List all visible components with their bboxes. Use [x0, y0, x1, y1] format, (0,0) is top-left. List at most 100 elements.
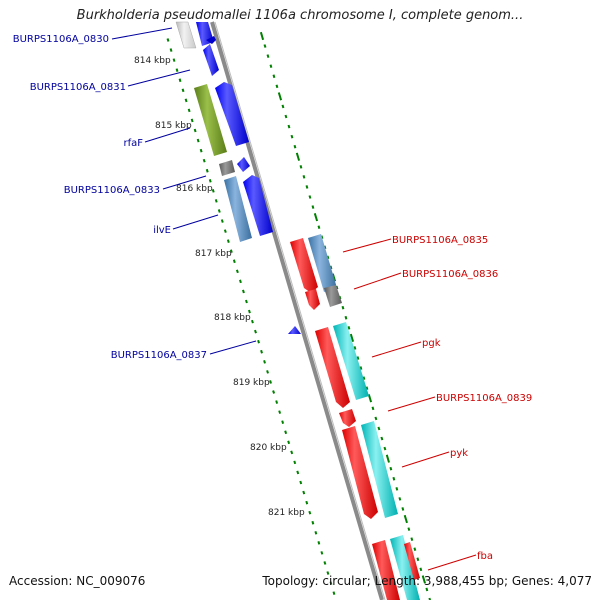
outer-dot: [407, 527, 411, 531]
leader-0837: [209, 340, 257, 355]
scale-dot: [287, 440, 291, 445]
label-0831[interactable]: BURPS1106A_0831: [30, 82, 126, 93]
label-0839[interactable]: BURPS1106A_0839: [436, 393, 532, 404]
scale-dot: [223, 229, 227, 233]
orf-pyk[interactable]: [361, 421, 398, 518]
gene-pgk-arrow[interactable]: [315, 327, 350, 408]
outer-dot: [275, 84, 279, 89]
gene-0839-arrow[interactable]: [339, 409, 356, 427]
scale-dot: [235, 269, 239, 274]
scale-dot: [278, 410, 282, 414]
outer-dot: [347, 326, 351, 330]
leader-0831: [127, 69, 191, 87]
outer-dot: [349, 333, 355, 342]
scale-dot: [308, 510, 312, 515]
orf-0836[interactable]: [324, 285, 342, 307]
gene-fba-arrow[interactable]: [372, 540, 400, 600]
outer-feature-dots: [259, 31, 432, 600]
orf-0830[interactable]: [175, 21, 197, 49]
scale-label-816: 816 kbp: [176, 184, 213, 194]
leader-ilvE: [172, 214, 219, 230]
gene-ilvE-arrow[interactable]: [243, 175, 273, 236]
scale-dot: [251, 319, 254, 324]
outer-dot: [269, 64, 273, 68]
scale-dot: [169, 48, 173, 52]
orf-fba[interactable]: [390, 535, 420, 600]
scale-dot: [229, 249, 233, 253]
scale-dot: [178, 78, 182, 83]
orf-pgk[interactable]: [333, 322, 369, 400]
gene-0833-arrow[interactable]: [237, 157, 250, 172]
outer-dot: [293, 144, 297, 149]
scale-dot: [214, 199, 218, 203]
outer-dot: [317, 225, 321, 229]
leader-rfaF: [144, 127, 191, 143]
gene-rfaF-arrow[interactable]: [215, 82, 249, 146]
gene-0836-arrow[interactable]: [305, 289, 320, 310]
scale-dot: [329, 581, 333, 585]
outer-dot: [326, 255, 330, 260]
label-0835[interactable]: BURPS1106A_0835: [392, 235, 488, 246]
genome-summary: Topology: circular; Length: 3,988,455 bp…: [262, 574, 592, 588]
outer-dot: [421, 575, 426, 584]
scale-dot: [302, 490, 306, 495]
gene-0835-arrow[interactable]: [290, 238, 318, 293]
label-leaders: [111, 27, 477, 571]
scale-dot: [260, 349, 263, 354]
outer-dot: [341, 305, 345, 310]
outer-dot: [425, 587, 429, 592]
scale-dot: [311, 520, 315, 525]
scale-dot: [323, 561, 327, 565]
label-ilvE[interactable]: ilvE: [153, 225, 171, 236]
gene-labels-left: BURPS1106A_0830 BURPS1106A_0831 rfaF BUR…: [13, 34, 207, 361]
scale-dot: [284, 430, 288, 435]
gene-0837-arrow[interactable]: [288, 326, 301, 334]
outer-dot: [383, 446, 387, 451]
outer-dot: [281, 104, 285, 109]
orf-0835[interactable]: [308, 234, 337, 292]
outer-dot: [416, 557, 420, 562]
scale-dot: [245, 299, 248, 304]
genome-backbone-shadow: [214, 21, 386, 600]
reverse-strand-features: [175, 21, 301, 334]
label-0833[interactable]: BURPS1106A_0833: [64, 185, 160, 196]
outer-dot: [266, 54, 270, 59]
scale-dot: [220, 219, 224, 223]
outer-dot: [377, 426, 381, 431]
outer-dot: [395, 487, 399, 491]
outer-dot: [311, 205, 315, 209]
label-pgk[interactable]: pgk: [422, 338, 441, 349]
label-0837[interactable]: BURPS1106A_0837: [111, 350, 207, 361]
outer-dot: [335, 285, 339, 290]
outer-dot: [295, 152, 301, 161]
gene-0830-head[interactable]: [206, 36, 216, 44]
outer-dot: [419, 567, 423, 572]
leader-pyk: [401, 451, 450, 468]
label-pyk[interactable]: pyk: [450, 448, 468, 459]
label-0830[interactable]: BURPS1106A_0830: [13, 34, 109, 45]
scale-dot: [208, 179, 212, 183]
gene-0831-arrow[interactable]: [203, 44, 219, 76]
outer-dot: [263, 44, 267, 48]
map-title: Burkholderia pseudomallei 1106a chromoso…: [76, 8, 524, 23]
orf-ilvE[interactable]: [224, 176, 252, 242]
scale-dot: [290, 450, 294, 455]
label-fba[interactable]: fba: [477, 551, 493, 562]
label-0836[interactable]: BURPS1106A_0836: [402, 269, 498, 280]
outer-dot: [385, 454, 390, 463]
orf-fba-small[interactable]: [404, 542, 420, 580]
outer-dot: [410, 537, 414, 541]
label-rfaF[interactable]: rfaF: [123, 138, 143, 149]
gene-pyk-arrow[interactable]: [342, 426, 378, 519]
scale-label-819: 819 kbp: [233, 378, 270, 388]
leader-0835: [342, 238, 392, 253]
scale-dot: [296, 470, 300, 475]
orf-0833[interactable]: [219, 160, 235, 176]
scale-label-818: 818 kbp: [214, 313, 251, 323]
scale-dot: [305, 500, 309, 505]
outer-dot: [389, 466, 393, 471]
outer-dot: [413, 547, 417, 551]
orf-rfaF[interactable]: [194, 84, 227, 156]
outer-dot: [313, 213, 319, 222]
outer-dot: [290, 134, 294, 139]
